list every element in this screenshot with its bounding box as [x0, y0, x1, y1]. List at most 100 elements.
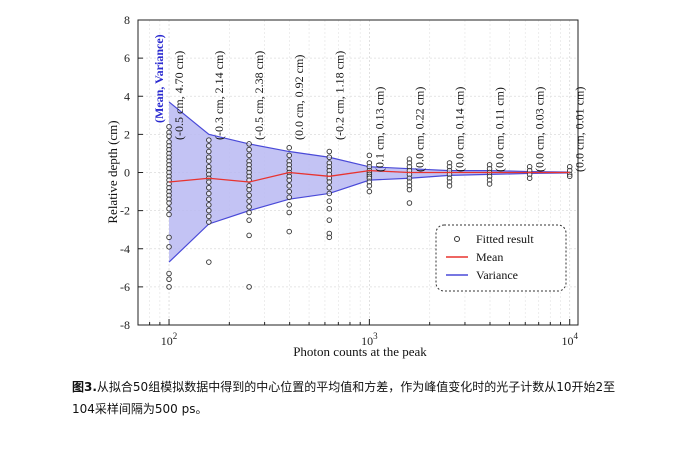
- fitted-point: [166, 284, 172, 290]
- fitted-point: [366, 183, 373, 189]
- fitted-point: [166, 244, 172, 250]
- x-tick-label: 103: [361, 331, 378, 348]
- annotation-label: (0.0 cm, 0.14 cm): [453, 87, 467, 172]
- fitted-point: [166, 123, 172, 130]
- fitted-point: [406, 200, 413, 206]
- fitted-point: [286, 183, 292, 189]
- fitted-point: [166, 234, 172, 241]
- annotation-label: (0.0 cm, 0.92 cm): [292, 55, 306, 140]
- y-tick-label: 0: [124, 166, 130, 180]
- fitted-point: [166, 276, 172, 283]
- mean-line-layer: [168, 169, 570, 183]
- chart: 8 6 4 2 0 -2 -4 -6 -8 102 103 104 (Mean, Variance) …: [105, 13, 587, 359]
- fitted-point: [286, 144, 292, 151]
- legend: Fitted result Mean Variance: [435, 224, 567, 292]
- legend-label-fitted: Fitted result: [476, 232, 534, 246]
- fitted-points-layer: [166, 123, 573, 290]
- fitted-point: [206, 202, 212, 208]
- fitted-point: [246, 192, 252, 199]
- figure-caption: 图3.从拟合50组模拟数据中得到的中心位置的平均值和方差，作为峰值变化时的光子计…: [72, 376, 632, 420]
- y-axis-label: Relative depth (cm): [105, 120, 120, 223]
- annotation-label: (0.0 cm, 0.01 cm): [573, 87, 587, 172]
- fitted-point: [286, 188, 292, 195]
- y-tick-label: -6: [120, 280, 130, 294]
- fitted-point: [246, 209, 252, 216]
- fitted-point: [206, 190, 212, 197]
- fitted-point: [366, 188, 373, 195]
- y-tick-label: 4: [124, 89, 130, 103]
- fitted-point: [206, 143, 212, 149]
- fitted-point: [286, 152, 292, 159]
- fitted-point: [246, 186, 252, 193]
- annotation-label: (0.0 cm, 0.03 cm): [533, 87, 547, 172]
- fitted-point: [326, 205, 333, 212]
- fitted-point: [166, 270, 172, 277]
- y-tick-label: 8: [124, 13, 130, 27]
- figure-label: 图3.: [72, 380, 97, 394]
- fitted-point: [246, 284, 252, 290]
- annotation-label: (-0.3 cm, 2.14 cm): [212, 51, 226, 140]
- axes: 8 6 4 2 0 -2 -4 -6 -8 102 103 104: [120, 13, 578, 348]
- header-annotation: (Mean, Variance): [152, 34, 166, 123]
- fitted-point: [326, 148, 333, 155]
- fitted-point: [286, 194, 292, 201]
- annotation-label: (-0.5 cm, 2.38 cm): [252, 51, 266, 140]
- fitted-point: [326, 198, 333, 204]
- fitted-point: [246, 232, 252, 239]
- x-tick-label: 104: [561, 331, 578, 348]
- fitted-point: [166, 133, 172, 140]
- x-tick-label: 102: [161, 331, 178, 348]
- fitted-point: [206, 184, 212, 191]
- fitted-point: [206, 137, 212, 143]
- fitted-point: [326, 234, 333, 241]
- annotation-label: (-0.2 cm, 1.18 cm): [332, 51, 346, 140]
- fitted-point: [326, 184, 333, 191]
- fitted-point: [286, 228, 292, 235]
- fitted-point: [206, 213, 212, 220]
- fitted-point: [486, 181, 493, 187]
- fitted-point: [246, 198, 252, 204]
- legend-box: [435, 224, 567, 292]
- legend-marker-fitted: [454, 236, 460, 242]
- mean-line: [168, 169, 570, 183]
- y-tick-label: 6: [124, 51, 130, 65]
- fitted-point: [526, 175, 533, 181]
- y-tick-label: -4: [120, 242, 130, 256]
- x-axis-label: Photon counts at the peak: [293, 344, 427, 359]
- legend-label-mean: Mean: [476, 250, 503, 264]
- fitted-point: [206, 207, 212, 214]
- fitted-point: [326, 179, 333, 185]
- annotation-label: (0.0 cm, 0.22 cm): [412, 87, 426, 172]
- fitted-point: [326, 217, 333, 223]
- y-tick-label: -8: [120, 318, 130, 332]
- fitted-point: [246, 217, 252, 223]
- fitted-point: [246, 146, 252, 153]
- fitted-point: [206, 148, 212, 155]
- fitted-point: [286, 209, 292, 216]
- fitted-point: [206, 179, 212, 185]
- fitted-point: [566, 173, 573, 180]
- caption-text: 从拟合50组模拟数据中得到的中心位置的平均值和方差，作为峰值变化时的光子计数从1…: [72, 380, 616, 416]
- annotations: (Mean, Variance) (-0.5 cm, 4.70 cm) (-0.3…: [152, 34, 587, 172]
- fitted-point: [326, 190, 333, 197]
- fitted-point: [286, 177, 292, 183]
- fitted-point: [246, 141, 252, 147]
- fitted-point: [366, 152, 373, 159]
- fitted-point: [286, 202, 292, 208]
- fitted-point: [206, 158, 212, 164]
- annotation-label: (-0.5 cm, 4.70 cm): [172, 51, 186, 140]
- y-tick-label: 2: [124, 127, 130, 141]
- fitted-point: [206, 219, 212, 225]
- fitted-point: [206, 196, 212, 202]
- fitted-point: [166, 205, 172, 212]
- fitted-point: [206, 259, 212, 265]
- fitted-point: [246, 204, 252, 210]
- fitted-point: [326, 154, 333, 160]
- annotation-label: (0.0 cm, 0.11 cm): [493, 87, 507, 172]
- y-tick-label: -2: [120, 204, 130, 218]
- fitted-point: [166, 211, 172, 218]
- fitted-point: [446, 183, 453, 189]
- legend-label-variance: Variance: [476, 268, 518, 282]
- fitted-point: [166, 200, 172, 206]
- annotation-label: (0.1 cm, 0.13 cm): [372, 87, 386, 172]
